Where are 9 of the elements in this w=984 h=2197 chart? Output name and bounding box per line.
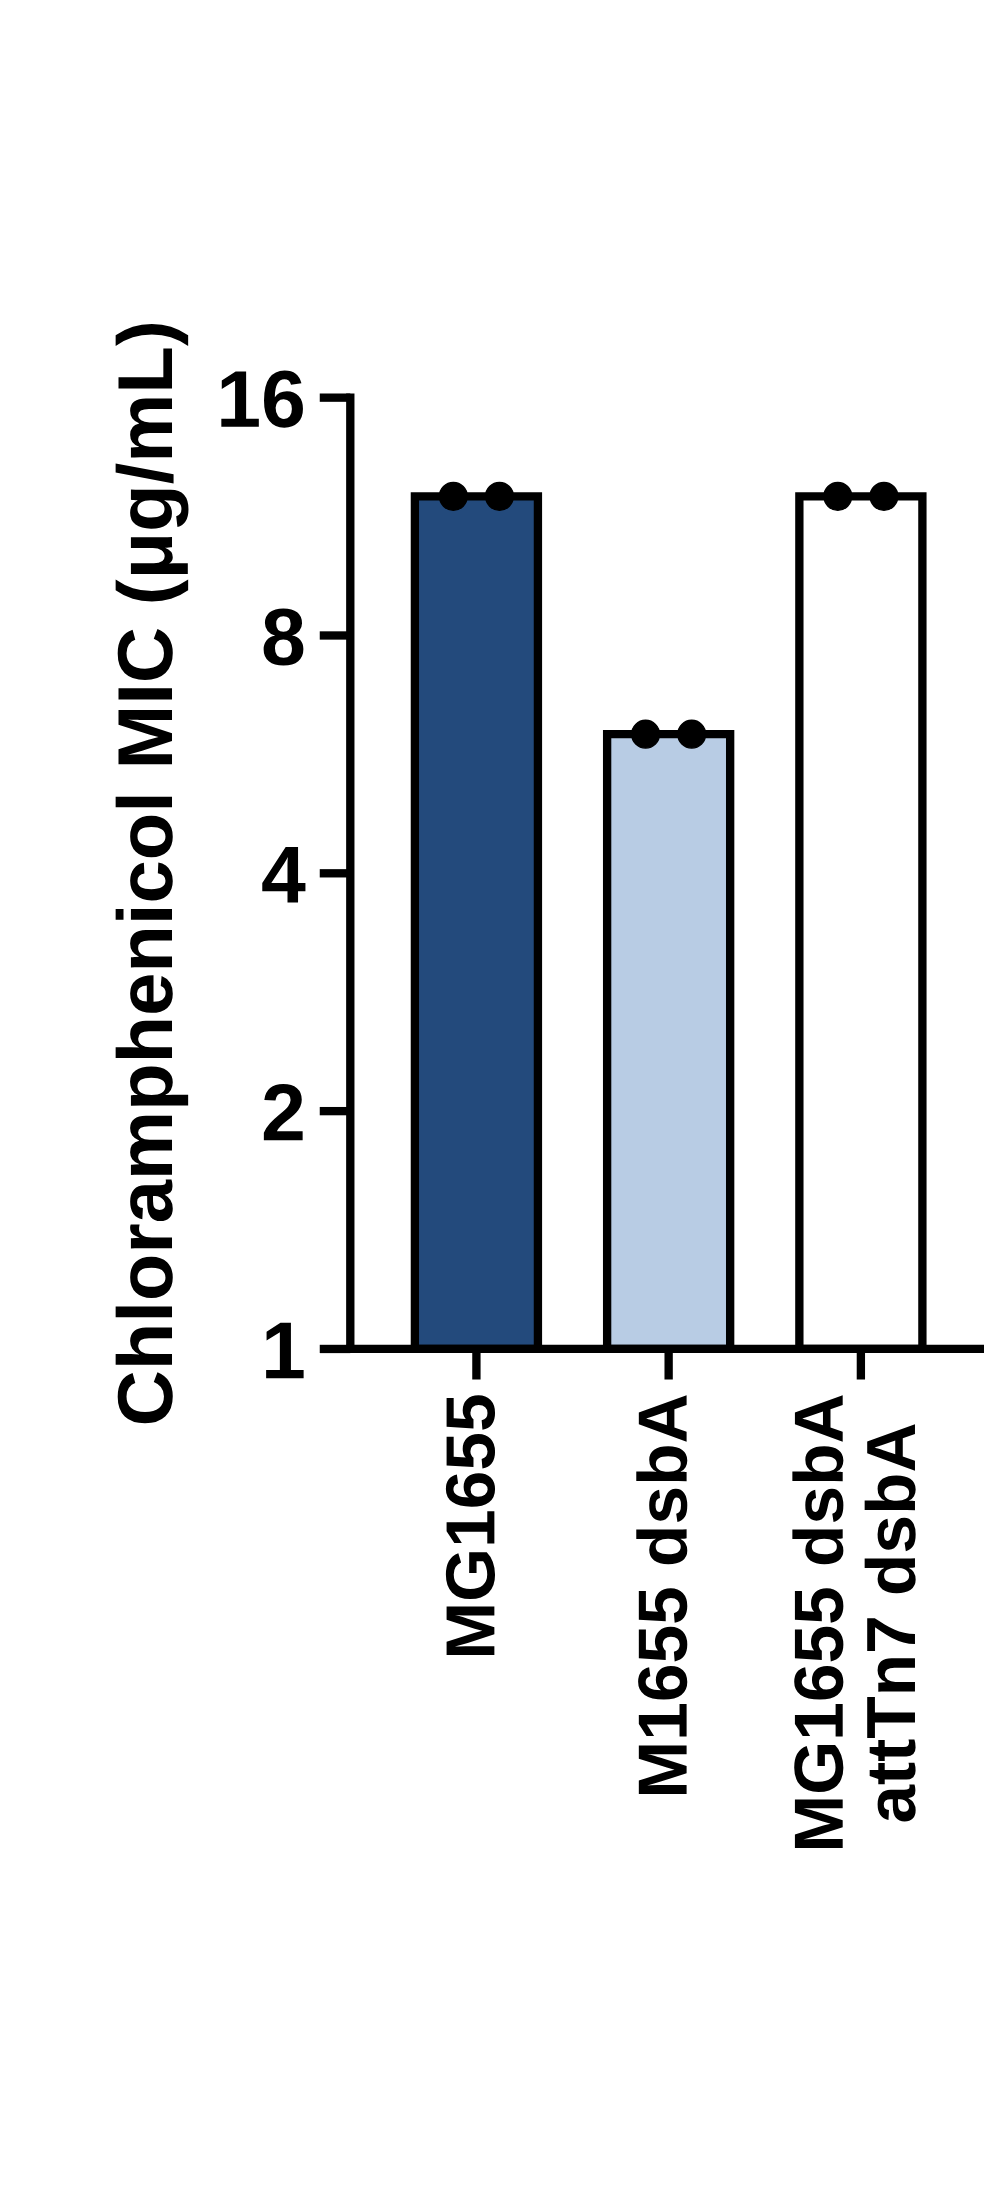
y-tick-label: 16 <box>221 370 303 428</box>
y-tick-label: 1 <box>266 1322 304 1379</box>
y-tick-label: 8 <box>263 608 304 666</box>
y-tick-label: 4 <box>262 847 306 903</box>
x-tick-label: MG1655 dsbA attTn7 dsbA <box>792 1395 916 1848</box>
x-tick-label: MG1655 <box>445 1395 496 1656</box>
y-axis-title: Chloramphenicol MIC (μg/mL) <box>115 324 189 1424</box>
x-tick-label: M1655 dsbA <box>636 1395 688 1794</box>
y-tick-label: 2 <box>263 1084 303 1141</box>
